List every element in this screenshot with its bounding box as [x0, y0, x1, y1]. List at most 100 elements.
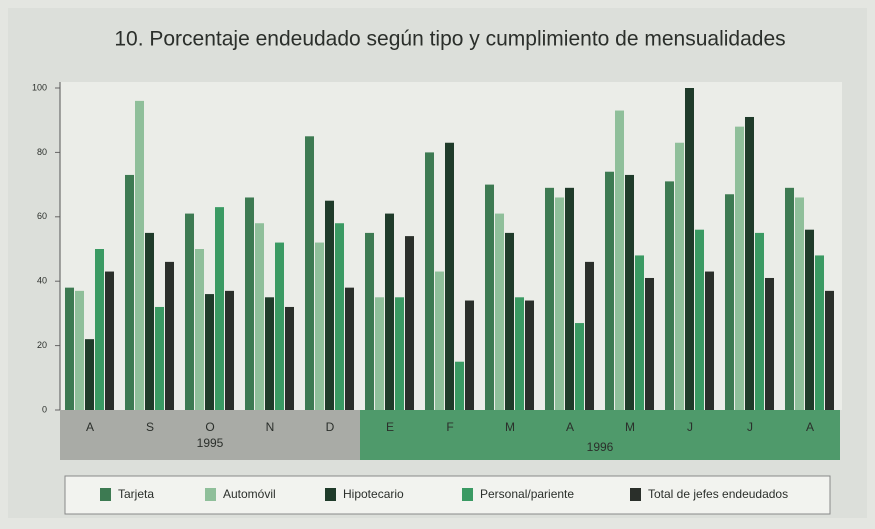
bar	[565, 187, 574, 410]
legend-label: Automóvil	[223, 487, 276, 501]
chart-title: 10. Porcentaje endeudado según tipo y cu…	[114, 28, 785, 51]
bar	[205, 294, 214, 410]
bar	[485, 184, 494, 410]
bar	[325, 200, 334, 410]
bar	[245, 197, 254, 410]
bar	[425, 152, 434, 410]
bar	[685, 88, 694, 410]
legend-swatch	[325, 488, 336, 501]
bar	[695, 229, 704, 410]
y-tick-label: 40	[37, 276, 47, 286]
legend-swatch	[630, 488, 641, 501]
legend-label: Total de jefes endeudados	[648, 487, 788, 501]
y-tick-label: 80	[37, 147, 47, 157]
bar	[585, 261, 594, 410]
legend-label: Hipotecario	[343, 487, 404, 501]
bar	[525, 300, 534, 410]
year-label: 1996	[587, 440, 614, 454]
bar	[385, 213, 394, 410]
bar	[815, 255, 824, 410]
year-label: 1995	[197, 436, 224, 450]
bar	[225, 290, 234, 410]
legend-label: Tarjeta	[118, 487, 154, 501]
x-tick-label: J	[747, 420, 753, 434]
bar	[185, 213, 194, 410]
x-tick-label: S	[146, 420, 154, 434]
bar	[125, 174, 134, 410]
bar	[795, 197, 804, 410]
bar	[765, 277, 774, 410]
bar	[375, 297, 384, 410]
bar	[445, 142, 454, 411]
bar	[805, 229, 814, 410]
x-tick-label: M	[505, 420, 515, 434]
legend-label: Personal/pariente	[480, 487, 574, 501]
x-tick-label: M	[625, 420, 635, 434]
bar	[265, 297, 274, 410]
bar	[195, 249, 204, 410]
bar	[275, 242, 284, 410]
x-tick-label: D	[326, 420, 335, 434]
x-tick-label: O	[205, 420, 214, 434]
bar	[75, 290, 84, 410]
x-tick-label: A	[566, 420, 574, 434]
bar	[165, 261, 174, 410]
x-tick-label: N	[266, 420, 275, 434]
bar	[155, 306, 164, 410]
bar	[495, 213, 504, 410]
bar	[745, 116, 754, 410]
bar	[435, 271, 444, 410]
bar	[755, 232, 764, 410]
legend-swatch	[100, 488, 111, 501]
y-tick-label: 0	[42, 404, 47, 414]
bar	[65, 287, 74, 410]
legend-swatch	[462, 488, 473, 501]
bar	[675, 142, 684, 411]
bar	[455, 361, 464, 410]
bar	[605, 171, 614, 410]
bar	[505, 232, 514, 410]
year-band	[360, 410, 840, 460]
bar	[515, 297, 524, 410]
bar	[665, 181, 674, 410]
bar	[645, 277, 654, 410]
bar	[335, 223, 344, 410]
bar	[315, 242, 324, 410]
bar	[305, 136, 314, 411]
bar	[135, 100, 144, 410]
bar	[625, 174, 634, 410]
bar	[465, 300, 474, 410]
bar	[545, 187, 554, 410]
x-tick-label: J	[687, 420, 693, 434]
bar	[615, 110, 624, 410]
bar	[285, 306, 294, 410]
bar	[345, 287, 354, 410]
bar	[365, 232, 374, 410]
bar	[105, 271, 114, 410]
y-tick-label: 20	[37, 340, 47, 350]
x-tick-label: E	[386, 420, 394, 434]
legend-swatch	[205, 488, 216, 501]
bar	[705, 271, 714, 410]
y-tick-label: 60	[37, 211, 47, 221]
bar	[95, 249, 104, 410]
bar	[575, 323, 584, 410]
bar	[215, 207, 224, 410]
bar	[555, 197, 564, 410]
bar	[735, 126, 744, 410]
bar	[405, 236, 414, 410]
bar	[785, 187, 794, 410]
bar	[145, 232, 154, 410]
bar	[255, 223, 264, 410]
y-tick-label: 100	[32, 82, 47, 92]
x-tick-label: A	[806, 420, 814, 434]
bar	[825, 290, 834, 410]
x-tick-label: A	[86, 420, 94, 434]
bar	[395, 297, 404, 410]
bar	[635, 255, 644, 410]
legend-box	[64, 475, 831, 515]
x-tick-label: F	[446, 420, 453, 434]
bar	[725, 194, 734, 410]
year-band	[60, 410, 360, 460]
